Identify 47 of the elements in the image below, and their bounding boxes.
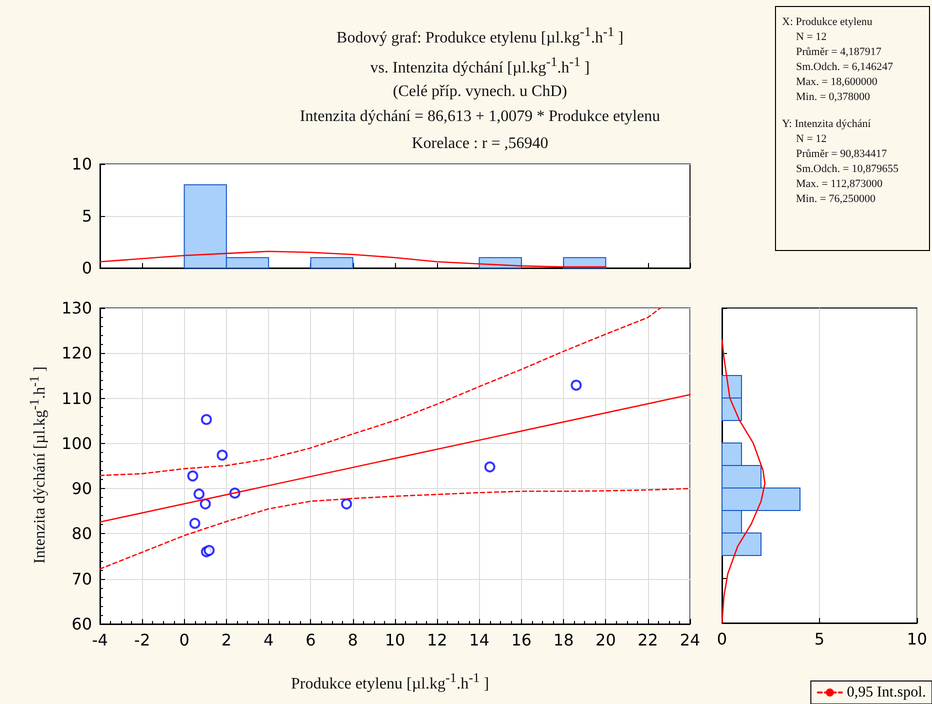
x-tick-label: 2	[221, 630, 232, 650]
x-tick-label: 10	[906, 630, 928, 648]
x-tick-label: 0	[716, 630, 728, 648]
text: Min. = 76,250000	[795, 192, 877, 207]
x-tick-label: 14	[469, 630, 490, 650]
text: Sm.Odch. = 6,146247	[795, 60, 894, 75]
text: Y: Intenzita dýchání	[782, 117, 872, 132]
chart-subtitle: (Celé příp. vynech. u ChD)	[392, 82, 568, 102]
y-tick-label: 80	[72, 524, 92, 544]
y-tick-label: 10	[72, 154, 92, 174]
x-tick-label: -4	[92, 630, 108, 650]
text: Průměr = 90,834417	[795, 147, 888, 162]
y-tick-label: 100	[61, 434, 92, 453]
x-tick-label: 16	[511, 630, 532, 650]
x-tick-label: 10	[384, 630, 406, 650]
x-axis-title: Produkce etylenu [µl.kg$^{-1}$.h$^{-1}$ ]	[290, 670, 490, 694]
text: X: Produkce etylenu	[782, 15, 874, 30]
text: N = 12	[795, 132, 828, 147]
x-tick-label: 12	[426, 630, 448, 650]
text: Max. = 112,873000	[795, 177, 884, 192]
y-tick-label: 110	[61, 388, 92, 408]
x-tick-label: 8	[348, 630, 358, 650]
y-tick-label: 60	[72, 614, 92, 634]
y-tick-label: 90	[72, 479, 92, 498]
y-tick-label: 120	[61, 344, 92, 363]
text: Max. = 18,600000	[795, 75, 878, 90]
y-tick-label: 0	[82, 258, 92, 278]
y-tick-label: 70	[72, 569, 92, 588]
x-tick-label: 5	[814, 630, 825, 648]
x-tick-label: 6	[306, 630, 316, 650]
x-tick-label: 4	[263, 630, 274, 650]
text: Průměr = 4,187917	[795, 45, 882, 60]
text: N = 12	[795, 30, 828, 45]
text: Korelace : r = ,56940	[410, 134, 550, 154]
y-tick-label: 130	[61, 298, 92, 318]
chart-title: Bodový graf: Produkce etylenu [µl.kg$^{-1}$.h$^{-1}$ ] vs. Intenzita dýchání [µl.kg$^{-1}$.h$^{-1}$ ]	[336, 24, 624, 77]
text: Sm.Odch. = 10,879655	[795, 162, 900, 177]
text: Intenzita dýchání = 86,613 + 1,0079 * Produkce etylenu	[298, 106, 662, 127]
x-tick-label: 22	[638, 630, 658, 650]
x-tick-label: 0	[179, 630, 190, 650]
y-tick-label: 5	[82, 206, 92, 226]
x-tick-label: 20	[596, 630, 616, 650]
x-tick-label: -2	[134, 630, 150, 650]
text: Min. = 0,378000	[795, 90, 872, 105]
legend-label: 0,95 Int.spol.	[846, 684, 926, 700]
x-tick-label: 18	[553, 630, 574, 650]
x-tick-label: 24	[680, 630, 700, 650]
